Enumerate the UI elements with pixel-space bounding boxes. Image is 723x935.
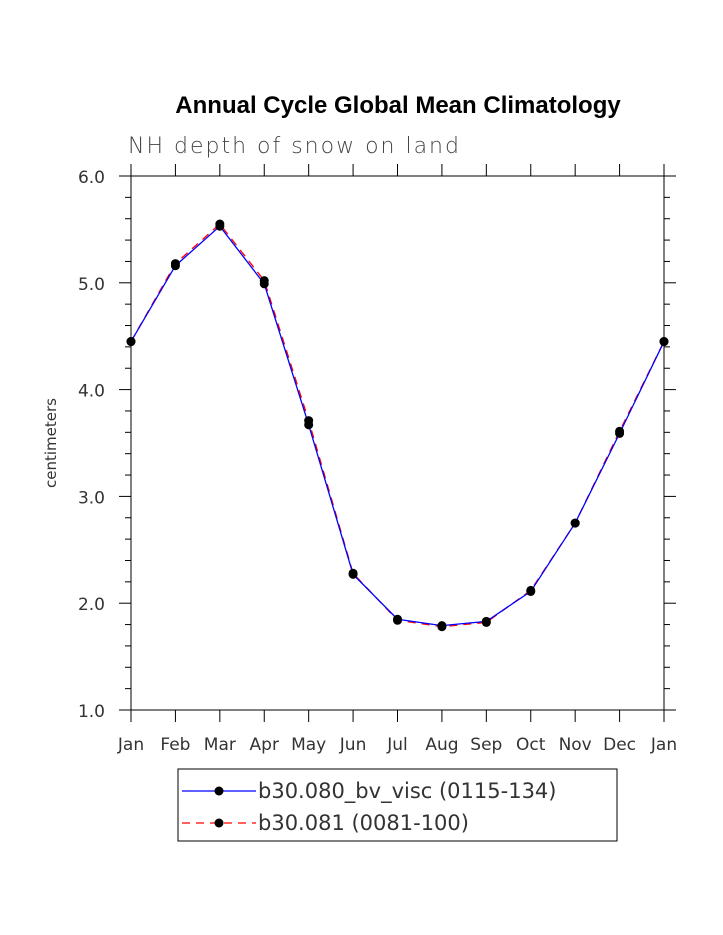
series-line [130,225,665,627]
x-tick-label: Nov [559,735,592,755]
chart-subtitle: NH depth of snow on land [128,134,461,159]
data-point [570,518,580,528]
x-tick-label: Dec [603,735,636,755]
data-point [170,259,180,269]
legend-marker [214,818,224,828]
plot-frame [130,175,665,711]
y-tick-label: 6.0 [78,168,105,188]
x-tick-label: Jul [386,735,408,755]
minor-ticks [125,196,670,690]
data-point [259,276,269,286]
y-axis-label: centimeters [42,398,60,488]
x-tick-label: Mar [204,735,236,755]
data-point [615,426,625,436]
data-point [481,617,491,627]
y-tick-label: 4.0 [78,382,105,402]
x-tick-label: Feb [160,735,190,755]
x-tick-label: Jun [339,735,367,755]
x-tick-label: Jan [117,735,144,755]
series-layer [126,219,669,632]
x-tick-label: Jan [650,735,677,755]
series-line [130,223,665,628]
x-tick-label: May [291,735,326,755]
y-tick-label: 5.0 [78,275,105,295]
data-point [393,615,402,625]
data-point [526,585,536,595]
data-point [348,568,358,578]
legend-label: b30.080_bv_visc (0115-134) [258,779,556,804]
y-tick-label: 1.0 [78,702,105,722]
legend-marker [214,786,224,796]
x-tick-label: Aug [425,735,458,755]
legend-label: b30.081 (0081-100) [258,811,469,835]
legend: b30.080_bv_visc (0115-134) b30.081 (0081-… [177,768,618,842]
x-tick-label: Sep [470,735,502,755]
y-axis: 1.0 2.0 3.0 4.0 5.0 6.0 [78,168,676,722]
data-point [437,622,447,632]
y-tick-label: 2.0 [78,595,105,615]
chart-title: Annual Cycle Global Mean Climatology [175,92,621,119]
x-axis: Jan Feb Mar Apr May Jun Jul Aug Sep Oct Nov Dec Jan [117,164,677,755]
legend-box [177,768,618,842]
x-tick-label: Apr [250,735,279,755]
data-point [304,416,314,426]
data-point [215,219,225,229]
x-tick-label: Oct [516,735,546,755]
y-tick-label: 3.0 [78,488,105,508]
